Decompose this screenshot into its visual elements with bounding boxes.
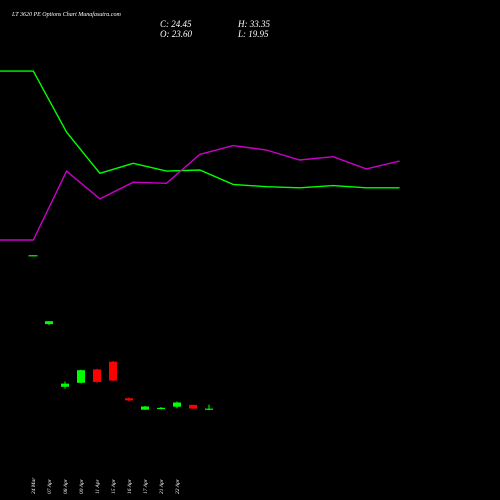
candle-5 xyxy=(93,368,101,383)
candle-3 xyxy=(61,381,69,389)
candle-8 xyxy=(141,405,149,410)
candle-9 xyxy=(157,407,165,410)
indicator-line-2 xyxy=(0,144,400,241)
x-tick-label: 22 Apr xyxy=(175,478,181,494)
x-tick-label: 21 Apr xyxy=(159,478,165,494)
candle-10 xyxy=(173,401,181,409)
x-tick-label: 11 Apr xyxy=(95,479,101,494)
candle-body xyxy=(141,406,149,410)
candle-body xyxy=(205,408,213,410)
candle-7 xyxy=(125,397,133,402)
candle-body xyxy=(93,369,101,382)
x-tick-label: 24 Mar xyxy=(30,477,37,494)
candle-body xyxy=(125,398,133,401)
candle-body xyxy=(157,407,165,409)
candle-12 xyxy=(205,404,213,411)
x-tick-label: 09 Apr xyxy=(79,478,85,494)
x-tick-label: 15 Apr xyxy=(111,478,117,494)
candle-body xyxy=(45,321,53,325)
candle-11 xyxy=(189,404,197,409)
candles-group xyxy=(28,255,213,411)
candle-4 xyxy=(77,369,85,384)
candle-body xyxy=(189,404,197,409)
candle-2 xyxy=(45,321,53,326)
candle-body xyxy=(77,370,85,383)
x-tick-label: 17 Apr xyxy=(143,478,149,494)
x-tick-label: 16 Apr xyxy=(127,478,133,494)
candle-body xyxy=(109,361,117,381)
x-tick-label: 07 Apr xyxy=(47,478,53,494)
candle-body xyxy=(28,255,38,257)
indicator-lines xyxy=(0,70,400,241)
candle-1 xyxy=(28,255,38,257)
low-value: L: 19.95 xyxy=(237,29,269,39)
high-value: H: 33.35 xyxy=(237,19,270,29)
candle-body xyxy=(173,402,181,407)
candle-6 xyxy=(109,361,117,381)
candle-body xyxy=(61,383,69,387)
close-value: C: 24.45 xyxy=(160,19,192,29)
x-tick-labels: 24 Mar 07 Apr 08 Apr 09 Apr 11 Apr 15 Apr 16 A… xyxy=(30,477,181,494)
open-value: O: 23.60 xyxy=(160,29,192,39)
chart-title: LT 3620 PE Options Chart Munafasutra.com xyxy=(11,11,121,18)
indicator-line-1 xyxy=(0,70,400,189)
x-tick-label: 08 Apr xyxy=(63,478,69,494)
